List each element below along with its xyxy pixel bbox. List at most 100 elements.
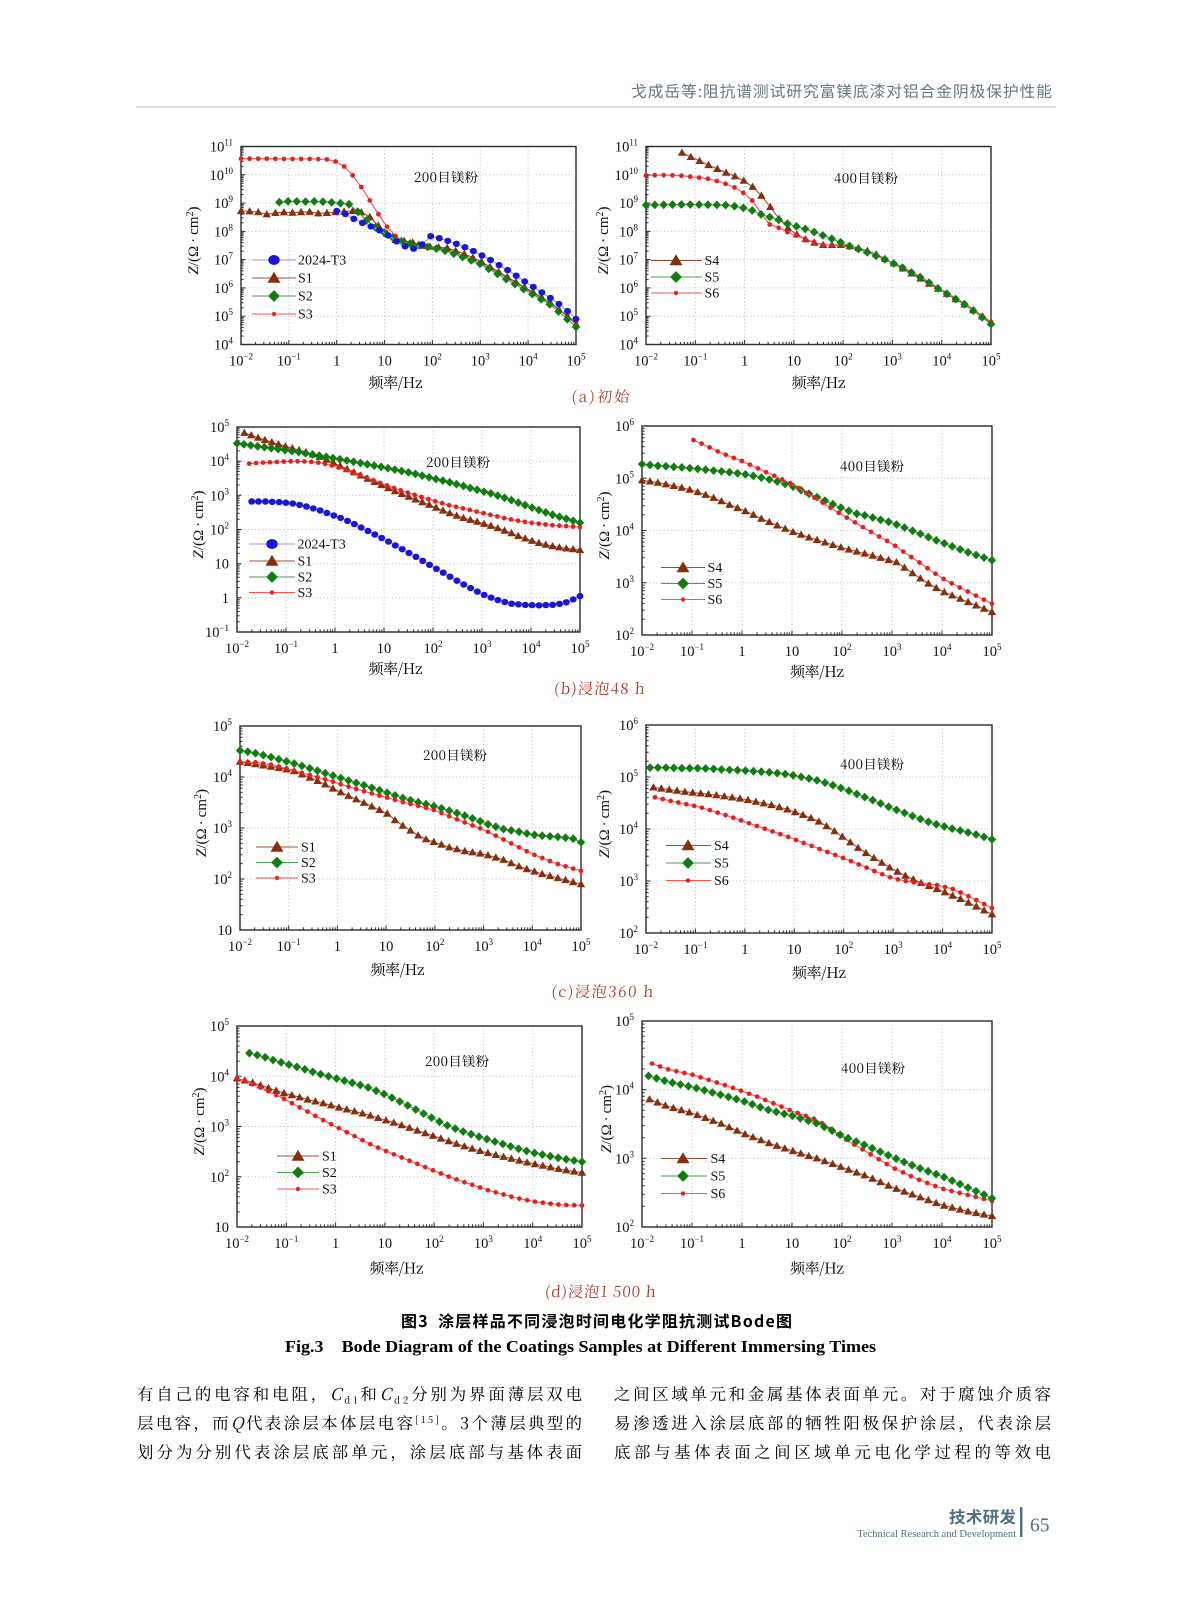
svg-text:1: 1 bbox=[741, 942, 748, 958]
svg-text:102: 102 bbox=[424, 639, 443, 657]
svg-text:S2: S2 bbox=[322, 1166, 337, 1181]
svg-text:109: 109 bbox=[214, 194, 234, 212]
svg-text:S6: S6 bbox=[705, 287, 720, 302]
svg-text:1010: 1010 bbox=[210, 166, 234, 184]
svg-text:Z/(Ω · cm2): Z/(Ω · cm2) bbox=[185, 207, 202, 275]
svg-text:104: 104 bbox=[519, 352, 539, 370]
svg-text:S1: S1 bbox=[298, 555, 313, 570]
svg-text:105: 105 bbox=[567, 352, 587, 370]
svg-text:S4: S4 bbox=[711, 1152, 726, 1167]
svg-text:102: 102 bbox=[425, 937, 444, 955]
svg-text:104: 104 bbox=[615, 1081, 635, 1099]
svg-text:S4: S4 bbox=[705, 254, 720, 269]
svg-text:105: 105 bbox=[210, 418, 230, 436]
svg-text:S4: S4 bbox=[714, 839, 729, 854]
svg-text:S4: S4 bbox=[708, 561, 723, 576]
svg-text:105: 105 bbox=[214, 307, 234, 325]
svg-text:103: 103 bbox=[884, 940, 904, 958]
svg-text:102: 102 bbox=[619, 924, 638, 942]
svg-text:109: 109 bbox=[619, 194, 639, 212]
svg-text:10−1: 10−1 bbox=[205, 623, 229, 641]
svg-text:S5: S5 bbox=[711, 1170, 726, 1185]
svg-text:105: 105 bbox=[619, 307, 639, 325]
svg-text:104: 104 bbox=[619, 820, 639, 838]
svg-text:103: 103 bbox=[474, 1234, 494, 1252]
svg-text:10: 10 bbox=[377, 354, 392, 370]
svg-text:102: 102 bbox=[615, 626, 634, 644]
svg-text:106: 106 bbox=[214, 279, 234, 297]
svg-text:10−1: 10−1 bbox=[274, 639, 298, 657]
svg-text:Z/(Ω · cm2): Z/(Ω · cm2) bbox=[191, 1088, 208, 1156]
svg-text:10: 10 bbox=[378, 1236, 393, 1252]
svg-text:104: 104 bbox=[522, 639, 542, 657]
svg-text:102: 102 bbox=[213, 870, 232, 888]
svg-text:1: 1 bbox=[738, 644, 745, 660]
svg-text:1: 1 bbox=[332, 1236, 339, 1252]
svg-text:10−1: 10−1 bbox=[274, 1234, 298, 1252]
svg-text:10: 10 bbox=[785, 1236, 800, 1252]
svg-text:10−1: 10−1 bbox=[680, 1234, 704, 1252]
svg-text:S6: S6 bbox=[708, 593, 723, 608]
svg-text:103: 103 bbox=[883, 1234, 903, 1252]
svg-text:10: 10 bbox=[377, 641, 392, 657]
svg-text:S6: S6 bbox=[714, 874, 729, 889]
svg-text:1: 1 bbox=[331, 641, 338, 657]
svg-text:1011: 1011 bbox=[210, 138, 233, 156]
svg-text:1010: 1010 bbox=[615, 166, 639, 184]
svg-text:S5: S5 bbox=[708, 577, 723, 592]
svg-text:10: 10 bbox=[215, 1220, 230, 1236]
svg-text:S3: S3 bbox=[322, 1183, 337, 1198]
svg-text:S5: S5 bbox=[714, 857, 729, 872]
svg-text:2024-T3: 2024-T3 bbox=[298, 254, 346, 269]
svg-text:10−2: 10−2 bbox=[634, 352, 658, 370]
svg-text:10: 10 bbox=[215, 557, 230, 573]
svg-text:Fig.3 Bode Diagram of the Coa: Fig.3 Bode Diagram of the Coatings Sampl… bbox=[285, 1337, 877, 1356]
svg-text:S5: S5 bbox=[705, 271, 720, 286]
svg-text:104: 104 bbox=[214, 336, 234, 354]
svg-text:10−2: 10−2 bbox=[225, 1234, 249, 1252]
svg-text:103: 103 bbox=[474, 937, 494, 955]
svg-text:10−2: 10−2 bbox=[225, 639, 249, 657]
svg-text:105: 105 bbox=[615, 1012, 635, 1030]
svg-text:104: 104 bbox=[619, 336, 639, 354]
svg-text:Z/(Ω · cm2): Z/(Ω · cm2) bbox=[595, 207, 612, 275]
svg-text:1: 1 bbox=[222, 591, 229, 607]
svg-text:S2: S2 bbox=[301, 856, 316, 871]
svg-text:10: 10 bbox=[379, 939, 394, 955]
svg-text:102: 102 bbox=[834, 352, 853, 370]
svg-text:102: 102 bbox=[423, 352, 442, 370]
svg-text:107: 107 bbox=[214, 251, 234, 269]
svg-text:Z/(Ω · cm2): Z/(Ω · cm2) bbox=[598, 1085, 615, 1153]
svg-text:103: 103 bbox=[883, 642, 903, 660]
svg-text:10: 10 bbox=[785, 644, 800, 660]
svg-text:105: 105 bbox=[615, 469, 635, 487]
svg-text:10−2: 10−2 bbox=[634, 940, 658, 958]
svg-text:102: 102 bbox=[425, 1234, 444, 1252]
svg-text:Z/(Ω · cm2): Z/(Ω · cm2) bbox=[596, 790, 613, 858]
svg-text:102: 102 bbox=[834, 940, 853, 958]
svg-text:102: 102 bbox=[615, 1218, 634, 1236]
svg-text:104: 104 bbox=[210, 1067, 230, 1085]
svg-text:103: 103 bbox=[473, 639, 493, 657]
svg-text:10−2: 10−2 bbox=[229, 352, 253, 370]
svg-text:103: 103 bbox=[210, 486, 230, 504]
svg-text:104: 104 bbox=[933, 940, 953, 958]
svg-text:104: 104 bbox=[932, 352, 952, 370]
svg-text:10−1: 10−1 bbox=[277, 937, 301, 955]
svg-text:102: 102 bbox=[833, 1234, 852, 1252]
svg-text:2024-T3: 2024-T3 bbox=[298, 538, 346, 553]
svg-text:S6: S6 bbox=[711, 1187, 726, 1202]
svg-text:105: 105 bbox=[213, 717, 233, 735]
svg-text:10: 10 bbox=[787, 354, 802, 370]
svg-text:1: 1 bbox=[334, 939, 341, 955]
svg-text:103: 103 bbox=[619, 872, 639, 890]
svg-text:105: 105 bbox=[983, 1234, 1003, 1252]
svg-text:102: 102 bbox=[833, 642, 852, 660]
svg-text:S2: S2 bbox=[298, 290, 313, 305]
svg-text:10−2: 10−2 bbox=[630, 1234, 654, 1252]
svg-text:105: 105 bbox=[572, 937, 592, 955]
svg-text:10−1: 10−1 bbox=[277, 352, 301, 370]
svg-text:102: 102 bbox=[210, 521, 229, 539]
svg-text:105: 105 bbox=[983, 940, 1003, 958]
svg-text:Z/(Ω · cm2): Z/(Ω · cm2) bbox=[193, 789, 210, 857]
